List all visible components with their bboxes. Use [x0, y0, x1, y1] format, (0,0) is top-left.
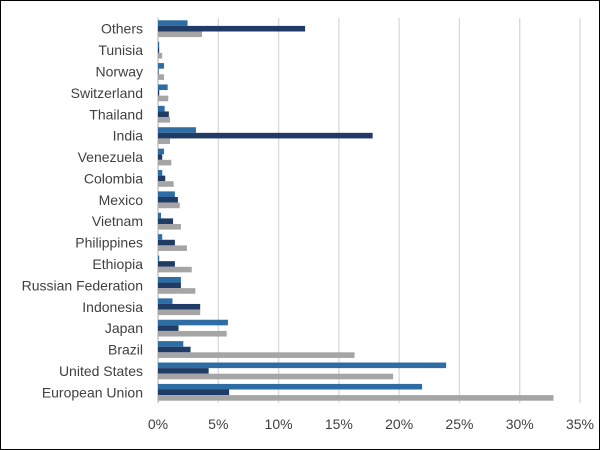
- bar-india-series-3: [158, 138, 171, 145]
- bar-russian-federation-series-3: [158, 288, 196, 294]
- bar-european-union-series-3: [158, 395, 554, 401]
- category-label: Norway: [96, 63, 143, 79]
- bar-switzerland-series-2: [158, 90, 160, 96]
- category-label: Venezuela: [78, 149, 144, 165]
- category-label: Tunisia: [98, 42, 143, 58]
- bar-others-series-2: [158, 25, 306, 32]
- bar-united-states-series-3: [158, 373, 394, 380]
- category-label: Vietnam: [92, 213, 143, 229]
- bar-norway-series-3: [158, 74, 165, 80]
- bar-brazil-series-1: [158, 341, 184, 347]
- bar-tunisia-series-1: [158, 41, 160, 48]
- category-label: Mexico: [99, 192, 144, 208]
- category-label: Brazil: [108, 342, 143, 358]
- bar-tunisia-series-2: [158, 47, 160, 53]
- bar-thailand-series-2: [158, 111, 169, 118]
- bar-mexico-series-3: [158, 202, 180, 209]
- category-label: Thailand: [89, 106, 143, 122]
- category-label: India: [113, 128, 144, 144]
- x-tick-label: 0%: [148, 416, 168, 432]
- bar-ethiopia-series-2: [158, 261, 175, 267]
- x-tick-label: 25%: [445, 416, 473, 432]
- bar-india-series-2: [158, 132, 373, 139]
- bar-tunisia-series-3: [158, 52, 163, 59]
- bar-venezuela-series-2: [158, 154, 163, 160]
- bar-philippines-series-1: [158, 234, 163, 240]
- bar-vietnam-series-3: [158, 223, 181, 230]
- bar-japan-series-3: [158, 330, 227, 337]
- category-label: Switzerland: [71, 85, 143, 101]
- bar-norway-series-2: [158, 68, 159, 75]
- bar-russian-federation-series-2: [158, 282, 181, 289]
- bar-russian-federation-series-1: [158, 276, 181, 283]
- x-tick-label: 20%: [385, 416, 413, 432]
- bar-mexico-series-1: [158, 191, 175, 198]
- bar-switzerland-series-3: [158, 95, 169, 102]
- bar-others-series-3: [158, 31, 203, 38]
- bar-vietnam-series-2: [158, 218, 174, 224]
- bar-japan-series-2: [158, 325, 179, 331]
- bar-philippines-series-2: [158, 239, 175, 246]
- bar-brazil-series-3: [158, 352, 355, 358]
- bar-vietnam-series-1: [158, 212, 162, 219]
- category-label: Russian Federation: [22, 277, 143, 293]
- bar-india-series-1: [158, 127, 196, 133]
- x-tick-label: 35%: [566, 416, 594, 432]
- bar-others-series-1: [158, 20, 188, 26]
- category-label: Ethiopia: [92, 256, 143, 272]
- bar-thailand-series-1: [158, 105, 165, 112]
- bar-japan-series-1: [158, 319, 228, 326]
- x-tick-label: 5%: [208, 416, 228, 432]
- bar-indonesia-series-1: [158, 298, 173, 304]
- bar-brazil-series-2: [158, 346, 191, 353]
- x-tick-label: 30%: [506, 416, 534, 432]
- bar-ethiopia-series-1: [158, 255, 160, 262]
- category-label: Others: [101, 21, 143, 37]
- bar-united-states-series-2: [158, 368, 209, 374]
- category-label: Philippines: [75, 235, 143, 251]
- bar-ethiopia-series-3: [158, 266, 192, 273]
- bar-venezuela-series-1: [158, 148, 165, 155]
- bar-colombia-series-1: [158, 170, 163, 176]
- bar-venezuela-series-3: [158, 159, 172, 166]
- category-label: United States: [59, 363, 143, 379]
- bar-indonesia-series-3: [158, 309, 201, 316]
- category-label: Japan: [105, 320, 143, 336]
- bar-norway-series-1: [158, 63, 165, 69]
- bar-european-union-series-2: [158, 389, 230, 396]
- bar-thailand-series-3: [158, 117, 171, 123]
- x-tick-label: 10%: [265, 416, 293, 432]
- bar-switzerland-series-1: [158, 84, 168, 91]
- bar-colombia-series-3: [158, 181, 174, 187]
- x-tick-label: 15%: [325, 416, 353, 432]
- bar-european-union-series-1: [158, 383, 423, 390]
- category-label: European Union: [42, 384, 143, 400]
- bar-philippines-series-3: [158, 245, 187, 251]
- bar-indonesia-series-2: [158, 303, 201, 310]
- category-label: Colombia: [84, 170, 143, 186]
- bar-mexico-series-2: [158, 197, 178, 203]
- bar-colombia-series-2: [158, 175, 166, 182]
- bar-united-states-series-1: [158, 362, 447, 369]
- category-label: Indonesia: [82, 299, 143, 315]
